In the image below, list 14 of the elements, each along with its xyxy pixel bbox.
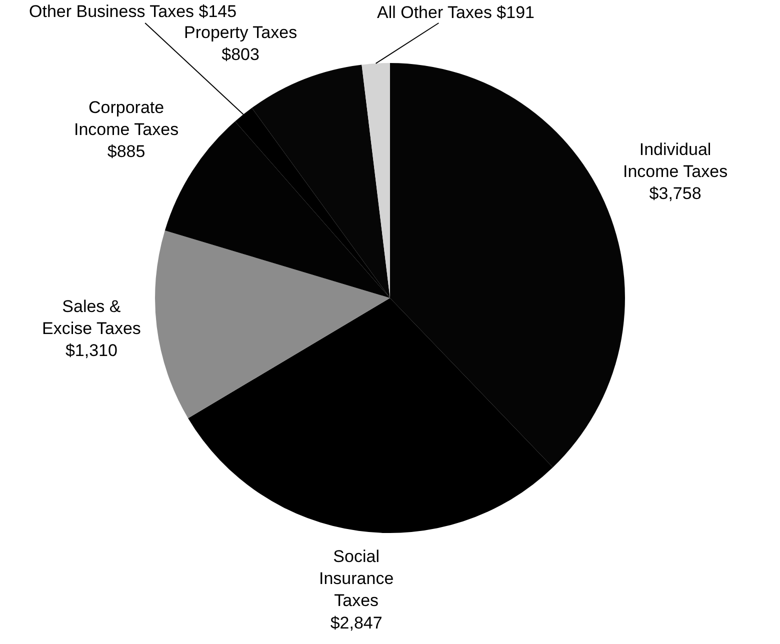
data-label: $803 (222, 45, 260, 64)
data-label: $2,847 (330, 613, 382, 632)
slice-label: Property Taxes (184, 23, 298, 42)
pie-slice (155, 230, 390, 418)
slice-label: All Other Taxes $191 (377, 3, 534, 22)
slice-label: Individual Income Taxes (623, 140, 728, 182)
data-label: $3,758 (649, 184, 702, 204)
pie-slice (362, 63, 390, 298)
data-label: $1,310 (65, 341, 118, 360)
slice-label: Social Insurance Taxes (319, 547, 394, 610)
slice-label: Sales & Excise Taxes (42, 297, 141, 338)
data-label: $885 (107, 142, 146, 162)
slice-label: Other Business Taxes $145 (29, 2, 237, 21)
slice-label: Corporate Income Taxes (74, 98, 179, 140)
